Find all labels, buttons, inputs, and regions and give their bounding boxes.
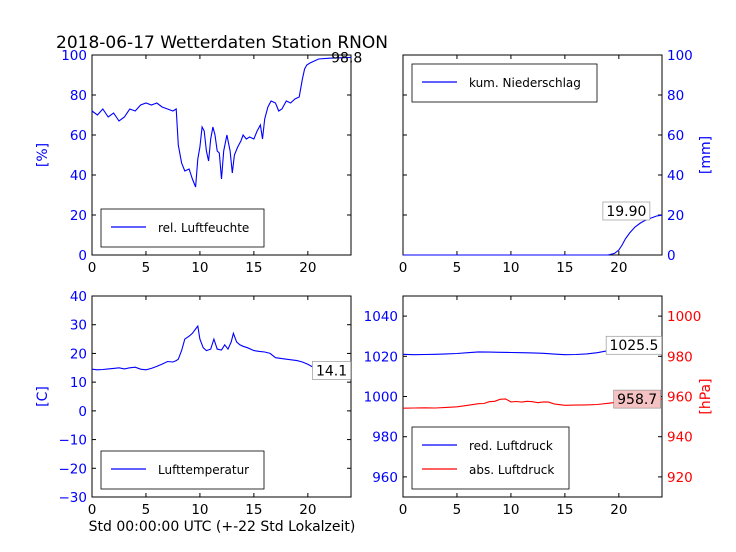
- annotation-label: 14.1: [316, 363, 347, 379]
- y-tick-label: 20: [667, 208, 684, 224]
- y-tick-label: 960: [667, 390, 693, 406]
- y-tick-label: 80: [70, 88, 87, 104]
- legend-label: abs. Luftdruck: [469, 463, 554, 477]
- y-tick-label: −10: [59, 433, 88, 449]
- y-tick-label: 1000: [364, 390, 398, 406]
- y-tick-label: 980: [372, 430, 398, 446]
- legend-label: rel. Luftfeuchte: [158, 221, 249, 235]
- series-line-abs-luftdruck: [402, 398, 663, 409]
- legend-box: [100, 450, 265, 490]
- x-tick-label: 20: [299, 260, 316, 276]
- y-tick-label: 10: [70, 375, 87, 391]
- series-line-lufttemperatur: [91, 324, 351, 371]
- legend-box: [411, 426, 570, 490]
- x-tick-label: 20: [610, 502, 627, 518]
- temperature-panel: 0 5 10 15 20 −30 −20 −10 0 10 20 30 40 [C] Lufttempera…: [35, 289, 352, 518]
- y-axis-label: [hPa]: [698, 378, 714, 414]
- y-tick-label: 920: [667, 470, 693, 486]
- annotation-box: [613, 389, 661, 409]
- y-tick-label: 60: [70, 128, 87, 144]
- y-tick-label: 0: [78, 248, 87, 264]
- legend-box: [100, 208, 265, 248]
- x-tick-label: 15: [245, 260, 262, 276]
- annotation-label: 19.90: [606, 204, 646, 220]
- figure-title: 2018-06-17 Wetterdaten Station RNON: [56, 33, 388, 53]
- x-tick-label: 0: [399, 502, 408, 518]
- y-tick-label: 30: [70, 318, 87, 334]
- legend-box: [411, 63, 598, 103]
- y-tick-label: 100: [667, 48, 693, 64]
- legend-label: red. Luftdruck: [469, 439, 553, 453]
- y-tick-label: 100: [61, 48, 87, 64]
- x-tick-label: 15: [556, 502, 573, 518]
- series-line-rel-luftfeuchte: [91, 56, 352, 188]
- y-tick-label: −30: [59, 490, 88, 506]
- figure-xlabel: Std 00:00:00 UTC (+-22 Std Lokalzeit): [89, 519, 356, 535]
- x-tick-label: 15: [245, 502, 262, 518]
- legend-label: kum. Niederschlag: [469, 76, 581, 90]
- y-axis-label: [%]: [35, 143, 51, 167]
- annotation-box: [605, 335, 663, 355]
- series-line-kum-niederschlag: [403, 214, 663, 256]
- annotation-box: [602, 201, 651, 221]
- x-tick-label: 5: [453, 502, 462, 518]
- y-axis-label: [mm]: [698, 136, 714, 174]
- y-tick-label: 980: [667, 349, 693, 365]
- x-tick-label: 0: [88, 260, 97, 276]
- y-tick-label: 0: [78, 404, 87, 420]
- annotation-label: 98.8: [331, 50, 362, 66]
- y-tick-label: 960: [372, 470, 398, 486]
- annotation-label: 1025.5: [609, 338, 658, 354]
- y-tick-label: 20: [70, 208, 87, 224]
- y-tick-label: 1020: [364, 349, 398, 365]
- x-tick-label: 0: [399, 260, 408, 276]
- x-tick-label: 5: [142, 502, 151, 518]
- y-tick-label: 80: [667, 88, 684, 104]
- humidity-panel: 0 5 10 15 20 0 20 40 60 80 100 [%] rel. Luftfeuchte 9…: [35, 48, 362, 276]
- x-tick-label: 10: [502, 502, 519, 518]
- y-tick-label: 20: [70, 346, 87, 362]
- annotation-label: 958.7: [617, 392, 657, 408]
- precipitation-panel: 0 5 10 15 20 0 20 40 60 80 100 [mm] kum. Niederschla…: [399, 48, 714, 276]
- y-tick-label: 1040: [364, 309, 398, 325]
- pressure-panel: 0 5 10 15 20 960 980 1000 1020 1040 920 940 960 980 10…: [364, 295, 714, 518]
- y-tick-label: 940: [667, 430, 693, 446]
- y-tick-label: 40: [70, 168, 87, 184]
- x-tick-label: 5: [142, 260, 151, 276]
- y-tick-label: 60: [667, 128, 684, 144]
- annotation-box: [312, 361, 352, 380]
- x-tick-label: 20: [299, 502, 316, 518]
- x-tick-label: 0: [88, 502, 97, 518]
- x-tick-label: 10: [191, 260, 208, 276]
- y-axis-label: [C]: [35, 386, 51, 407]
- y-tick-label: 40: [70, 289, 87, 305]
- x-tick-label: 20: [610, 260, 627, 276]
- x-tick-label: 10: [191, 502, 208, 518]
- x-tick-label: 15: [556, 260, 573, 276]
- y-tick-label: 1000: [667, 309, 701, 325]
- x-tick-label: 10: [502, 260, 519, 276]
- y-tick-label: 40: [667, 168, 684, 184]
- x-tick-label: 5: [453, 260, 462, 276]
- y-tick-label: −20: [59, 461, 88, 477]
- legend-label: Lufttemperatur: [158, 463, 249, 477]
- y-tick-label: 0: [667, 248, 676, 264]
